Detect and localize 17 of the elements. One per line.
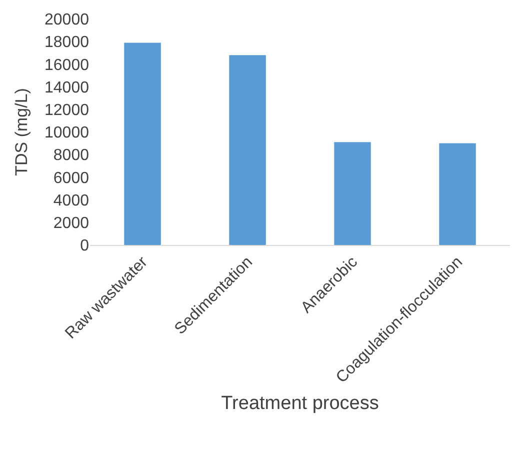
y-tick-label: 16000 — [44, 56, 90, 74]
y-tick-label: 8000 — [53, 147, 90, 164]
bar — [334, 142, 371, 245]
y-tick-label: 0 — [80, 238, 90, 255]
y-tick-label: 4000 — [53, 192, 90, 210]
y-tick-label: 2000 — [53, 215, 90, 232]
y-tick-label: 12000 — [44, 102, 90, 119]
y-tick-label: 10000 — [44, 124, 90, 142]
y-tick-label: 14000 — [44, 79, 90, 96]
y-tick-label: 18000 — [44, 34, 90, 52]
x-axis-title: Treatment process — [221, 393, 379, 414]
bar — [439, 143, 476, 245]
y-axis-title: TDS (mg/L) — [12, 88, 32, 176]
bar — [124, 42, 161, 245]
y-tick-label: 6000 — [53, 170, 90, 187]
y-tick-label: 20000 — [44, 12, 90, 29]
bar — [229, 55, 266, 245]
